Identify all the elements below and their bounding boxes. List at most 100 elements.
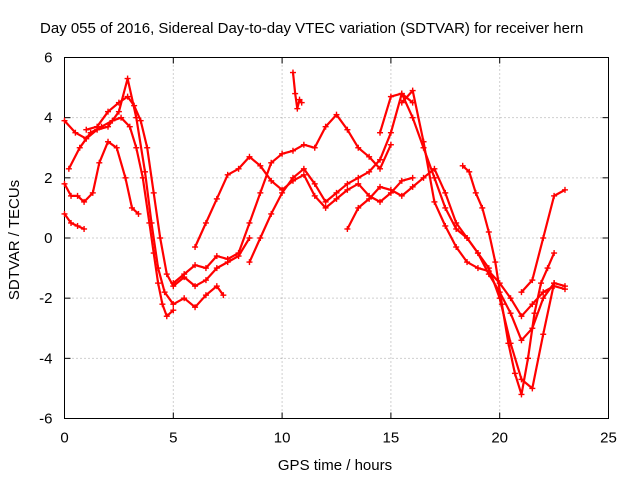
x-tick-label: 20 bbox=[491, 430, 508, 447]
data-point-marker bbox=[485, 228, 492, 235]
data-point-marker bbox=[431, 198, 438, 205]
data-point-marker bbox=[213, 283, 220, 290]
data-point-marker bbox=[68, 192, 75, 199]
data-point-marker bbox=[115, 99, 122, 106]
data-point-marker bbox=[398, 192, 405, 199]
data-point-marker bbox=[518, 313, 525, 320]
y-tick-label: -2 bbox=[39, 290, 52, 307]
data-point-marker bbox=[409, 87, 416, 94]
data-point-marker bbox=[170, 307, 177, 314]
series-trace-9 bbox=[289, 69, 305, 112]
data-point-marker bbox=[540, 289, 547, 296]
data-point-marker bbox=[507, 310, 514, 317]
series-line bbox=[248, 92, 414, 264]
data-point-marker bbox=[485, 268, 492, 275]
data-point-marker bbox=[155, 280, 162, 287]
data-point-marker bbox=[398, 99, 405, 106]
series-line bbox=[461, 164, 556, 396]
data-point-marker bbox=[474, 250, 481, 257]
data-point-marker bbox=[202, 292, 209, 299]
data-point-marker bbox=[268, 210, 275, 217]
data-point-marker bbox=[551, 283, 558, 290]
data-point-marker bbox=[122, 174, 129, 181]
data-point-marker bbox=[202, 219, 209, 226]
data-point-marker bbox=[294, 105, 301, 112]
data-point-marker bbox=[131, 102, 138, 109]
x-axis-label: GPS time / hours bbox=[278, 457, 392, 474]
data-point-marker bbox=[366, 153, 373, 160]
data-point-marker bbox=[344, 180, 351, 187]
data-point-marker bbox=[74, 222, 81, 229]
data-point-marker bbox=[61, 117, 68, 124]
data-point-marker bbox=[333, 111, 340, 118]
data-point-marker bbox=[170, 280, 177, 287]
data-point-marker bbox=[246, 219, 253, 226]
data-point-marker bbox=[144, 144, 151, 151]
data-point-marker bbox=[170, 301, 177, 308]
data-point-marker bbox=[220, 292, 227, 299]
data-point-marker bbox=[355, 204, 362, 211]
y-tick-label: -6 bbox=[39, 411, 52, 428]
data-point-marker bbox=[268, 159, 275, 166]
data-point-marker bbox=[518, 337, 525, 344]
data-point-marker bbox=[322, 204, 329, 211]
data-point-marker bbox=[89, 189, 96, 196]
series-trace-3 bbox=[65, 114, 177, 320]
data-point-marker bbox=[72, 129, 79, 136]
x-tick-label: 5 bbox=[169, 430, 177, 447]
data-point-marker bbox=[466, 168, 473, 175]
data-point-marker bbox=[81, 225, 88, 232]
data-point-marker bbox=[409, 183, 416, 190]
series-line bbox=[63, 212, 86, 231]
data-point-marker bbox=[387, 93, 394, 100]
series-trace-8 bbox=[246, 90, 416, 266]
data-point-marker bbox=[529, 277, 536, 284]
data-point-marker bbox=[61, 210, 68, 217]
data-point-marker bbox=[472, 189, 479, 196]
data-point-marker bbox=[68, 219, 75, 226]
data-point-marker bbox=[431, 165, 438, 172]
y-tick-label: -4 bbox=[39, 350, 52, 367]
data-point-marker bbox=[387, 186, 394, 193]
data-point-marker bbox=[311, 192, 318, 199]
data-point-marker bbox=[65, 165, 72, 172]
data-point-marker bbox=[529, 301, 536, 308]
data-point-marker bbox=[192, 304, 199, 311]
data-point-marker bbox=[268, 177, 275, 184]
series-trace-5 bbox=[61, 210, 88, 232]
data-point-marker bbox=[561, 186, 568, 193]
data-point-marker bbox=[442, 204, 449, 211]
data-point-marker bbox=[409, 174, 416, 181]
data-point-marker bbox=[139, 174, 146, 181]
axis-ticks: 0 5 10 15 20 25 -6 -4 -2 0 2 4 6 bbox=[39, 50, 617, 447]
data-point-marker bbox=[464, 235, 471, 241]
data-point-marker bbox=[420, 174, 427, 181]
data-point-marker bbox=[213, 265, 220, 272]
data-point-marker bbox=[300, 171, 307, 178]
data-point-marker bbox=[387, 141, 394, 148]
data-point-marker bbox=[518, 391, 525, 398]
data-point-marker bbox=[442, 189, 449, 196]
data-point-marker bbox=[311, 144, 318, 151]
data-point-marker bbox=[377, 156, 384, 163]
data-point-marker bbox=[409, 114, 416, 121]
data-point-marker bbox=[540, 235, 547, 241]
data-point-marker bbox=[561, 286, 568, 293]
data-point-marker bbox=[137, 117, 144, 124]
data-point-marker bbox=[161, 289, 168, 296]
data-point-marker bbox=[507, 295, 514, 302]
y-tick-label: 6 bbox=[44, 50, 52, 67]
data-point-marker bbox=[213, 195, 220, 202]
data-point-marker bbox=[115, 108, 122, 115]
data-point-marker bbox=[479, 204, 486, 211]
series-trace-11 bbox=[344, 165, 568, 344]
data-point-marker bbox=[300, 165, 307, 172]
data-point-marker bbox=[113, 144, 120, 151]
grid bbox=[64, 57, 609, 419]
data-point-marker bbox=[296, 96, 303, 103]
data-point-marker bbox=[213, 253, 220, 260]
data-point-marker bbox=[257, 162, 264, 169]
data-point-marker bbox=[235, 165, 242, 172]
data-point-marker bbox=[246, 235, 253, 241]
x-tick-label: 0 bbox=[60, 430, 68, 447]
